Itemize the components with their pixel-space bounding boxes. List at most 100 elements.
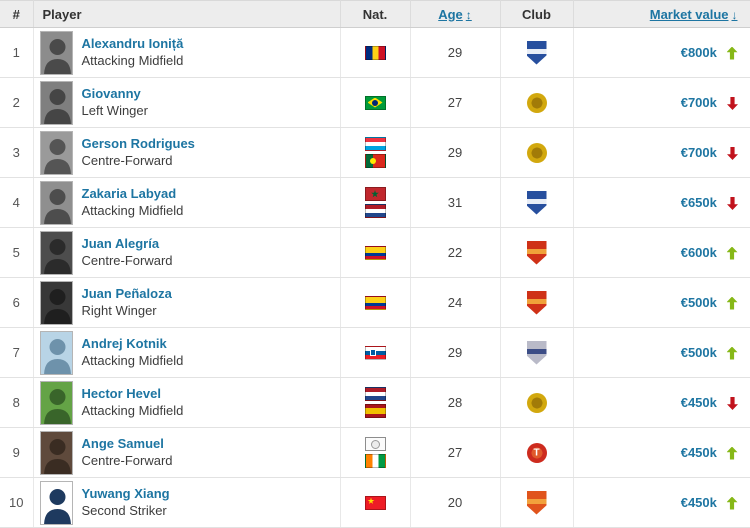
player-photo[interactable] <box>39 230 73 275</box>
age-cell: 29 <box>410 27 501 78</box>
club-cell <box>500 227 574 278</box>
gold-circle-badge[interactable] <box>526 142 547 163</box>
table-row: 8 Hector Hevel Attacking Midfield 28 €45… <box>0 377 750 428</box>
ivory-coast-flag <box>364 454 386 468</box>
market-value-link[interactable]: €650k <box>680 195 717 211</box>
table-row: 10 Yuwang Xiang Second Striker 20 €450k <box>0 477 750 528</box>
silver-shield-badge[interactable] <box>526 340 547 365</box>
nationality-cell <box>340 377 411 428</box>
sort-both-icon: ↕ <box>465 7 472 22</box>
nationality-cell <box>340 227 411 278</box>
market-value-cell: €450k <box>573 427 750 478</box>
player-photo[interactable] <box>39 30 73 75</box>
player-cell: Zakaria Labyad Attacking Midfield <box>33 177 341 228</box>
gold-circle-badge[interactable] <box>526 92 547 113</box>
market-value-link[interactable]: €800k <box>680 45 717 61</box>
market-value-sort-label: Market value <box>649 6 729 22</box>
market-value-cell: €500k <box>573 277 750 328</box>
player-photo[interactable] <box>39 480 73 525</box>
spain-flag <box>364 404 386 418</box>
player-name-link[interactable]: Zakaria Labyad <box>81 185 177 201</box>
trend-arrow <box>727 397 738 410</box>
age-cell: 27 <box>410 77 501 128</box>
market-value-cell: €450k <box>573 377 750 428</box>
player-name-link[interactable]: Andrej Kotnik <box>81 335 167 351</box>
sort-desc-icon: ↓ <box>731 7 738 22</box>
rank-cell: 6 <box>0 277 34 328</box>
rank-cell: 2 <box>0 77 34 128</box>
age-sort-label: Age <box>438 6 463 22</box>
red-crest-badge[interactable] <box>526 240 547 265</box>
age-sort-link[interactable]: Age ↕ <box>438 7 472 22</box>
gold-circle-badge[interactable] <box>526 392 547 413</box>
player-photo[interactable] <box>39 330 73 375</box>
blue-shield-badge[interactable] <box>526 190 547 215</box>
player-cell: Juan Alegría Centre-Forward <box>33 227 341 278</box>
player-photo[interactable] <box>39 430 73 475</box>
nationality-cell <box>340 177 411 228</box>
red-circle-badge[interactable]: T <box>526 442 547 463</box>
player-photo[interactable] <box>39 180 73 225</box>
player-photo[interactable] <box>39 80 73 125</box>
age-cell: 29 <box>410 327 501 378</box>
player-name-link[interactable]: Yuwang Xiang <box>81 485 170 501</box>
club-cell <box>500 177 574 228</box>
trend-arrow <box>727 147 738 160</box>
player-name-link[interactable]: Hector Hevel <box>81 385 161 401</box>
player-position: Attacking Midfield <box>81 403 184 418</box>
orange-shield-badge[interactable] <box>526 490 547 515</box>
age-cell: 20 <box>410 477 501 528</box>
market-value-cell: €700k <box>573 77 750 128</box>
player-cell: Yuwang Xiang Second Striker <box>33 477 341 528</box>
market-value-link[interactable]: €700k <box>680 95 717 111</box>
market-value-link[interactable]: €700k <box>680 145 717 161</box>
club-cell <box>500 127 574 178</box>
table-row: 4 Zakaria Labyad Attacking Midfield 31 €… <box>0 177 750 228</box>
market-value-link[interactable]: €450k <box>680 495 717 511</box>
player-photo[interactable] <box>39 380 73 425</box>
netherlands-flag <box>364 204 386 218</box>
badge-letter: T <box>533 446 540 458</box>
nationality-cell <box>340 327 411 378</box>
club-cell <box>500 477 574 528</box>
market-value-cell: €800k <box>573 27 750 78</box>
header-nationality: Nat. <box>340 0 411 28</box>
market-value-link[interactable]: €450k <box>680 445 717 461</box>
player-name-link[interactable]: Ange Samuel <box>81 435 164 451</box>
blue-shield-badge[interactable] <box>526 40 547 65</box>
rank-cell: 10 <box>0 477 34 528</box>
player-cell: Andrej Kotnik Attacking Midfield <box>33 327 341 378</box>
club-cell <box>500 377 574 428</box>
rank-cell: 1 <box>0 27 34 78</box>
club-cell: T <box>500 427 574 478</box>
netherlands-flag <box>364 387 386 401</box>
market-value-link[interactable]: €500k <box>680 345 717 361</box>
header-club: Club <box>500 0 574 28</box>
age-cell: 27 <box>410 427 501 478</box>
player-position: Second Striker <box>81 503 167 518</box>
nationality-cell <box>340 277 411 328</box>
market-value-link[interactable]: €500k <box>680 295 717 311</box>
player-name-link[interactable]: Giovanny <box>81 85 141 101</box>
player-name-link[interactable]: Juan Peñaloza <box>81 285 172 301</box>
colombia-flag <box>364 245 386 260</box>
nationality-cell <box>340 127 411 178</box>
player-cell: Gerson Rodrigues Centre-Forward <box>33 127 341 178</box>
player-name-link[interactable]: Gerson Rodrigues <box>81 135 195 151</box>
trend-arrow <box>726 446 738 460</box>
market-value-sort-link[interactable]: Market value ↓ <box>650 7 738 22</box>
market-value-cell: €600k <box>573 227 750 278</box>
luxembourg-flag <box>364 137 386 151</box>
player-name-link[interactable]: Juan Alegría <box>81 235 160 251</box>
header-market-value: Market value ↓ <box>573 0 750 28</box>
player-photo[interactable] <box>39 130 73 175</box>
romania-flag <box>364 45 386 60</box>
market-value-link[interactable]: €450k <box>680 395 717 411</box>
player-photo[interactable] <box>39 280 73 325</box>
table-row: 2 Giovanny Left Winger 27 €700k <box>0 77 750 128</box>
red-crest-badge[interactable] <box>526 290 547 315</box>
china-flag <box>364 495 386 510</box>
market-value-link[interactable]: €600k <box>680 245 717 261</box>
player-table-body: 1 Alexandru Ioniță Attacking Midfield 29… <box>0 27 750 528</box>
player-name-link[interactable]: Alexandru Ioniță <box>81 35 184 51</box>
